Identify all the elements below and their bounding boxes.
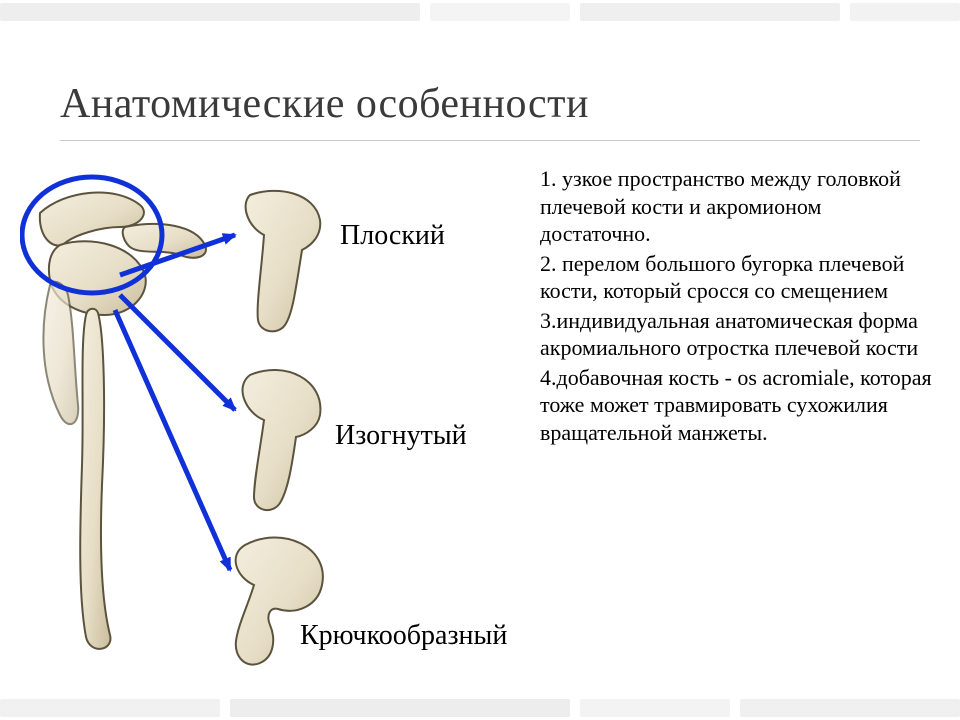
decor-bar <box>430 3 570 21</box>
decor-bar <box>0 699 220 717</box>
decor-bar <box>740 699 960 717</box>
anatomy-diagram: Плоский Изогнутый Крючкообразный <box>20 165 520 670</box>
decor-bar <box>0 3 420 21</box>
slide: Анатомические особенности <box>0 0 960 720</box>
decor-bar <box>230 699 570 717</box>
page-title: Анатомические особенности <box>60 80 589 128</box>
label-hooked: Крючкообразный <box>300 620 507 652</box>
decor-top <box>0 0 960 26</box>
diagram-svg <box>20 165 520 670</box>
label-flat: Плоский <box>340 220 445 252</box>
point-3: 3.индивидуальная анатомическая форма акр… <box>540 307 935 362</box>
acromion-flat <box>246 191 321 331</box>
point-2: 2. перелом большого бугорка плечевой кос… <box>540 250 935 305</box>
label-curved: Изогнутый <box>335 420 467 452</box>
body-text: 1. узкое пространство между головкой пле… <box>540 165 935 448</box>
decor-bar <box>580 699 730 717</box>
arrow-curved <box>120 295 235 410</box>
title-underline <box>60 140 920 141</box>
point-1: 1. узкое пространство между головкой пле… <box>540 165 935 248</box>
decor-bar <box>850 3 960 21</box>
shoulder-bone-group <box>40 193 206 649</box>
acromion-curved <box>243 370 321 510</box>
decor-bottom <box>0 696 960 720</box>
decor-bar <box>580 3 840 21</box>
point-4: 4.добавочная кость - os acromiale, котор… <box>540 364 935 447</box>
